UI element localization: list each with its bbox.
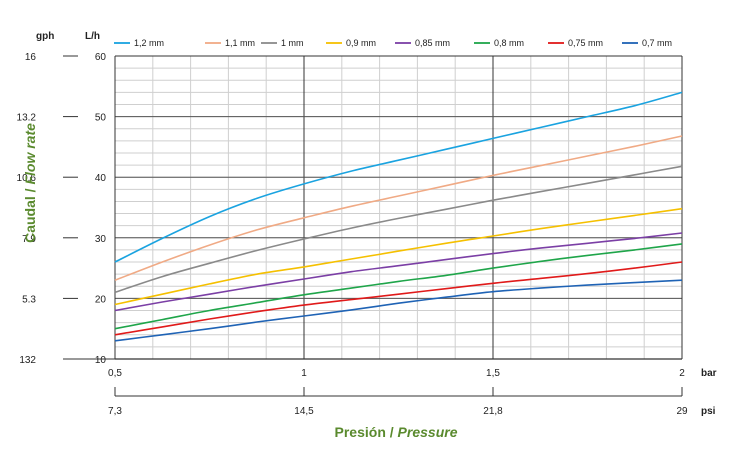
legend-label: 0,7 mm bbox=[642, 38, 672, 48]
y-axis-title-en: Flow rate bbox=[22, 123, 38, 185]
x-unit-psi: psi bbox=[701, 406, 716, 417]
axes: 60 16 50 13.2 40 10.6 30 7.9 20 5.3 10 132 0,5 7,3 1 14… bbox=[17, 52, 688, 417]
legend-label: 0,9 mm bbox=[346, 38, 376, 48]
legend-label: 0,75 mm bbox=[568, 38, 603, 48]
legend-label: 0,8 mm bbox=[494, 38, 524, 48]
series-line-1-mm bbox=[114, 165, 683, 294]
legend-label: 1 mm bbox=[281, 38, 304, 48]
series-line-0-75-mm bbox=[114, 261, 683, 336]
y-tick-label-gph: 7.9 bbox=[22, 234, 36, 245]
legend: 1,2 mm 1,1 mm 1 mm 0,9 mm 0,85 mm 0,8 mm 0,75 … bbox=[114, 38, 672, 48]
series-line-0-85-mm bbox=[114, 232, 683, 312]
y-tick-label-gph: 10.6 bbox=[17, 173, 37, 184]
series-line-0-8-mm bbox=[114, 243, 683, 330]
y-tick-label-lh: 30 bbox=[95, 234, 107, 245]
x-tick-label-bar: 1 bbox=[301, 368, 307, 379]
series-lines bbox=[114, 91, 683, 342]
x-tick-label-psi: 7,3 bbox=[108, 406, 122, 417]
y-axis-title: Caudal / Flow rate bbox=[22, 123, 38, 243]
series-line-1-2-mm bbox=[114, 91, 683, 263]
y-unit-lh: L/h bbox=[85, 31, 100, 42]
x-tick-label-psi: 14,5 bbox=[294, 406, 314, 417]
series-line-0-7-mm bbox=[114, 279, 683, 342]
x-axis-title: Presión / Pressure bbox=[335, 424, 458, 440]
y-tick-label-gph: 5.3 bbox=[22, 294, 36, 305]
x-unit-bar: bar bbox=[701, 368, 717, 379]
x-axis-title-es: Presión bbox=[335, 424, 386, 440]
y-tick-label-lh: 50 bbox=[95, 113, 107, 124]
x-tick-label-bar: 1,5 bbox=[486, 368, 500, 379]
legend-label: 0,85 mm bbox=[415, 38, 450, 48]
x-tick-label-psi: 29 bbox=[676, 406, 688, 417]
series-line-0-9-mm bbox=[114, 207, 683, 306]
y-tick-label-gph: 16 bbox=[25, 52, 37, 63]
x-tick-label-psi: 21,8 bbox=[483, 406, 503, 417]
y-tick-label-lh: 60 bbox=[95, 52, 107, 63]
x-axis-title-en: Pressure bbox=[398, 424, 458, 440]
y-tick-label-gph: 132 bbox=[19, 355, 36, 366]
grid bbox=[114, 55, 683, 360]
x-tick-label-bar: 0,5 bbox=[108, 368, 122, 379]
y-tick-label-lh: 20 bbox=[95, 294, 107, 305]
x-tick-label-bar: 2 bbox=[679, 368, 685, 379]
legend-label: 1,1 mm bbox=[225, 38, 255, 48]
legend-label: 1,2 mm bbox=[134, 38, 164, 48]
y-tick-label-gph: 13.2 bbox=[17, 113, 37, 124]
y-unit-gph: gph bbox=[36, 31, 54, 42]
y-tick-label-lh: 40 bbox=[95, 173, 107, 184]
series-line-1-1-mm bbox=[114, 135, 683, 281]
y-tick-label-lh: 10 bbox=[95, 355, 107, 366]
y-axis-title-es: Caudal bbox=[22, 196, 38, 243]
